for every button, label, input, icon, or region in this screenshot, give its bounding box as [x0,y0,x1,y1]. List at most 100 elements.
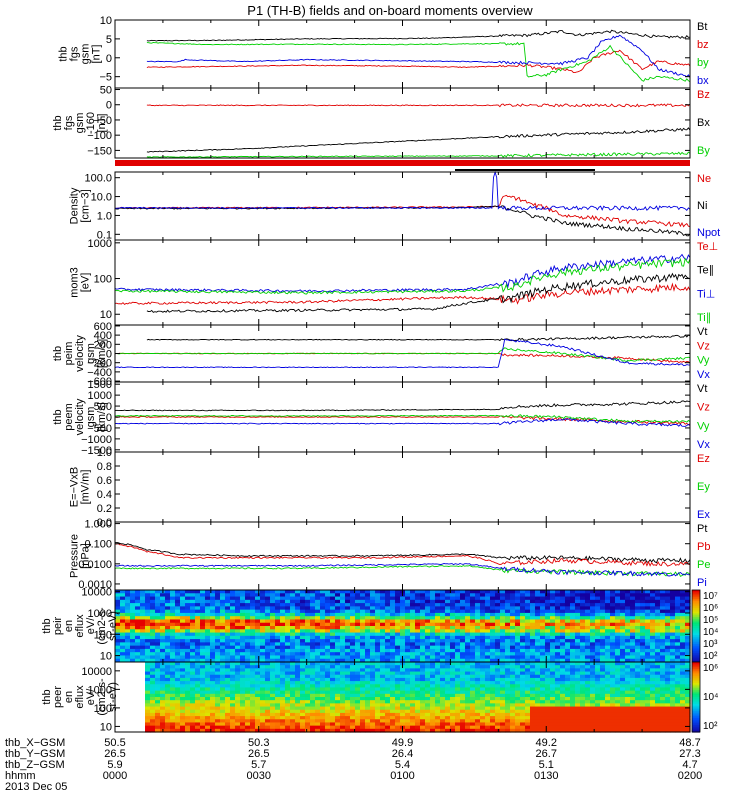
spec-cell [540,619,546,624]
spec-cell [510,662,516,666]
spec-cell [260,700,266,704]
spec-cell [165,665,171,669]
spec-cell [335,665,341,669]
spec-cell [285,639,291,643]
spec-cell [460,684,466,689]
spec-cell [335,674,341,679]
spec-cell [450,671,456,676]
spec-cell [415,599,421,604]
spec-cell [235,671,241,676]
spec-cell [175,712,181,717]
spec-cell [655,632,661,637]
spec-cell [165,593,171,598]
spec-cell [220,716,226,720]
spec-cell [400,687,406,692]
spec-cell [485,622,491,627]
spec-cell [615,652,621,657]
spec-cell [575,635,581,640]
spec-cell [185,619,191,624]
spec-cell [605,590,611,594]
spec-cell [625,599,631,604]
spec-cell [250,596,256,601]
spec-cell [555,642,561,647]
spec-cell [140,687,146,692]
spec-cell [500,632,506,637]
spec-cell [525,603,531,607]
spec-cell [500,593,506,598]
spec-cell [250,709,256,714]
colorbar-step [692,600,700,604]
spec-cell [545,626,551,630]
spec-cell [585,599,591,604]
spec-cell [480,645,486,650]
spec-cell [220,725,226,730]
spec-cell [575,622,581,627]
spec-cell [680,626,686,630]
spec-cell [365,674,371,679]
spec-cell [215,700,221,704]
spec-cell [195,709,201,714]
spec-cell [420,703,426,708]
spec-cell [375,635,381,640]
spec-cell [355,596,361,601]
spec-cell [360,671,366,676]
spec-cell [480,639,486,643]
spec-cell [115,681,121,685]
spec-cell [440,619,446,624]
spec-cell [305,622,311,627]
colorbar-step [692,647,700,650]
spec-cell [435,655,441,660]
spec-cell [130,639,136,643]
spec-cell [150,687,156,692]
spec-cell [390,606,396,611]
spec-cell [120,722,126,727]
spec-cell [325,697,331,701]
spec-cell [415,652,421,657]
spec-cell [295,684,301,689]
spec-cell [385,671,391,676]
spec-cell [335,662,341,666]
spec-cell [165,599,171,604]
spec-cell [220,728,226,733]
spec-cell [520,703,526,708]
spec-cell [500,635,506,640]
spec-cell [365,706,371,711]
spec-cell [255,671,261,676]
spec-cell [535,612,541,617]
spec-cell [160,719,166,724]
spec-cell [310,728,316,733]
spec-cell [405,603,411,607]
spec-cell [195,599,201,604]
spec-cell [160,665,166,669]
spec-cell [490,697,496,701]
spec-cell [475,693,481,698]
spec-cell [470,725,476,730]
spec-cell [455,684,461,689]
spec-cell [385,674,391,679]
spec-cell [445,642,451,647]
spec-cell [210,635,216,640]
spec-cell [145,590,151,594]
spec-cell [235,712,241,717]
spec-cell [280,590,286,594]
spec-cell [380,609,386,614]
spec-cell [670,626,676,630]
spec-cell [170,719,176,724]
spec-cell [550,609,556,614]
spec-cell [470,652,476,657]
spec-cell [535,709,541,714]
spec-cell [550,681,556,685]
spec-cell [260,677,266,682]
spec-cell [380,590,386,594]
spec-cell [660,632,666,637]
spec-cell [470,709,476,714]
spec-cell [225,728,231,733]
spec-cell [455,662,461,666]
spec-cell [370,642,376,647]
spec-cell [555,658,561,663]
spec-cell [225,665,231,669]
spec-cell [205,622,211,627]
spec-cell [490,693,496,698]
spec-cell [355,722,361,727]
spec-cell [185,629,191,634]
